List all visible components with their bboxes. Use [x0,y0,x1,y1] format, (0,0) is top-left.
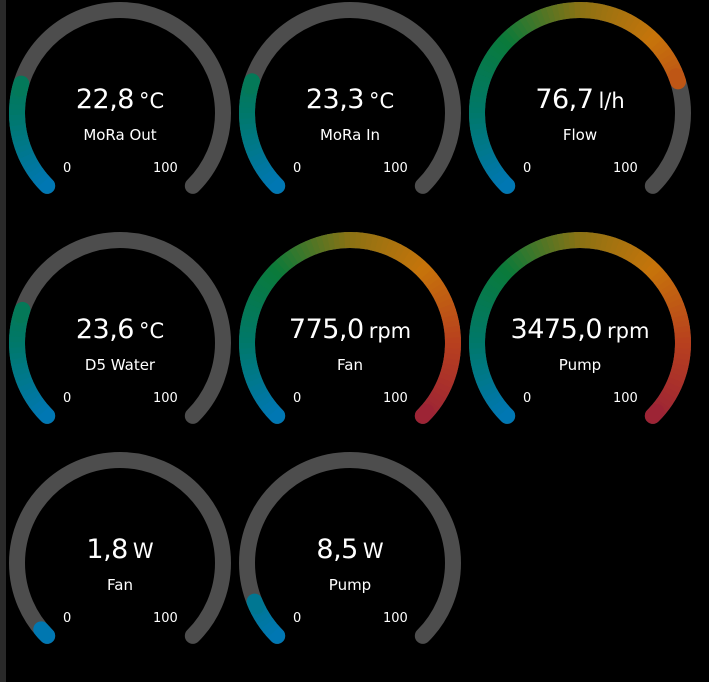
gauge-dial [239,2,461,194]
gauge-value-arc [33,621,53,641]
gauge-value-arc [644,403,665,424]
gauge-readout: 8,5 W [235,534,465,565]
gauge-readout: 23,3 °C [235,84,465,115]
gauge-min-tick: 0 [523,391,532,406]
gauge-min-tick: 0 [63,611,72,626]
gauge-value: 8,5 [316,534,358,565]
gauge-min-tick: 0 [63,161,72,176]
gauge-max-tick: 100 [383,391,408,406]
gauge-min-tick: 0 [523,161,532,176]
gauge-dial [239,452,461,644]
gauge-unit: °C [138,319,165,343]
gauge-pump-rpm: 3475,0 rpm Pump 0 100 [465,230,695,460]
gauge-unit: °C [368,89,395,113]
gauge-label: MoRa In [319,126,381,144]
gauge-max-tick: 100 [383,161,408,176]
left-window-edge [0,0,6,682]
gauge-value: 23,3 [305,84,365,115]
gauge-unit: W [132,539,154,563]
gauge-label: D5 Water [84,356,156,374]
gauge-unit: W [362,539,384,563]
gauge-unit: l/h [598,89,625,113]
gauge-fan-rpm: 775,0 rpm Fan 0 100 [235,230,465,460]
gauge-value-arc [668,68,687,90]
gauge-readout: 23,6 °C [5,314,235,345]
gauge-readout: 1,8 W [5,534,235,565]
gauge-unit: rpm [607,319,650,343]
gauge-value-arc [246,593,265,615]
gauge-max-tick: 100 [153,161,178,176]
gauge-max-tick: 100 [613,161,638,176]
gauge-d5-water: 23,6 °C D5 Water 0 100 [5,230,235,460]
gauge-pump-power: 8,5 W Pump 0 100 [235,450,465,680]
gauge-track [9,452,231,644]
gauge-label: Fan [337,356,363,374]
gauge-dial [9,232,231,424]
gauge-mora-out: 22,8 °C MoRa Out 0 100 [5,0,235,230]
gauge-value: 775,0 [288,314,364,345]
gauge-dial [469,2,691,194]
gauge-value: 22,8 [75,84,135,115]
gauge-grid: 22,8 °C MoRa Out 0 100 23,3 °C MoRa In 0 1… [5,0,709,682]
gauge-dial [9,2,231,194]
gauge-label: Pump [558,356,602,374]
gauge-readout: 22,8 °C [5,84,235,115]
gauge-fan-power: 1,8 W Fan 0 100 [5,450,235,680]
gauge-min-tick: 0 [293,391,302,406]
gauge-readout: 775,0 rpm [235,314,465,345]
gauge-max-tick: 100 [613,391,638,406]
gauge-dial [239,232,462,424]
gauge-value: 23,6 [75,314,135,345]
gauge-value: 3475,0 [510,314,603,345]
gauge-track [239,452,461,644]
gauge-readout: 76,7 l/h [465,84,695,115]
gauge-value-arc [11,75,30,97]
gauge-label: Pump [328,576,372,594]
gauge-max-tick: 100 [153,391,178,406]
gauge-value: 1,8 [86,534,128,565]
gauge-min-tick: 0 [63,391,72,406]
gauge-dial [469,232,692,424]
gauge-min-tick: 0 [293,161,302,176]
gauge-label: Flow [562,126,598,144]
gauge-min-tick: 0 [293,611,302,626]
gauge-label: MoRa Out [83,126,157,144]
gauge-readout: 3475,0 rpm [465,314,695,345]
gauge-unit: °C [138,89,165,113]
gauge-max-tick: 100 [153,611,178,626]
gauge-mora-in: 23,3 °C MoRa In 0 100 [235,0,465,230]
gauge-value-arc [414,403,435,424]
gauge-value-arc [12,301,31,324]
gauge-unit: rpm [368,319,412,343]
gauge-label: Fan [107,576,133,594]
gauge-value: 76,7 [535,84,594,115]
gauge-flow: 76,7 l/h Flow 0 100 [465,0,695,230]
gauge-dial [9,452,231,644]
gauge-value-arc [242,73,260,95]
gauge-max-tick: 100 [383,611,408,626]
